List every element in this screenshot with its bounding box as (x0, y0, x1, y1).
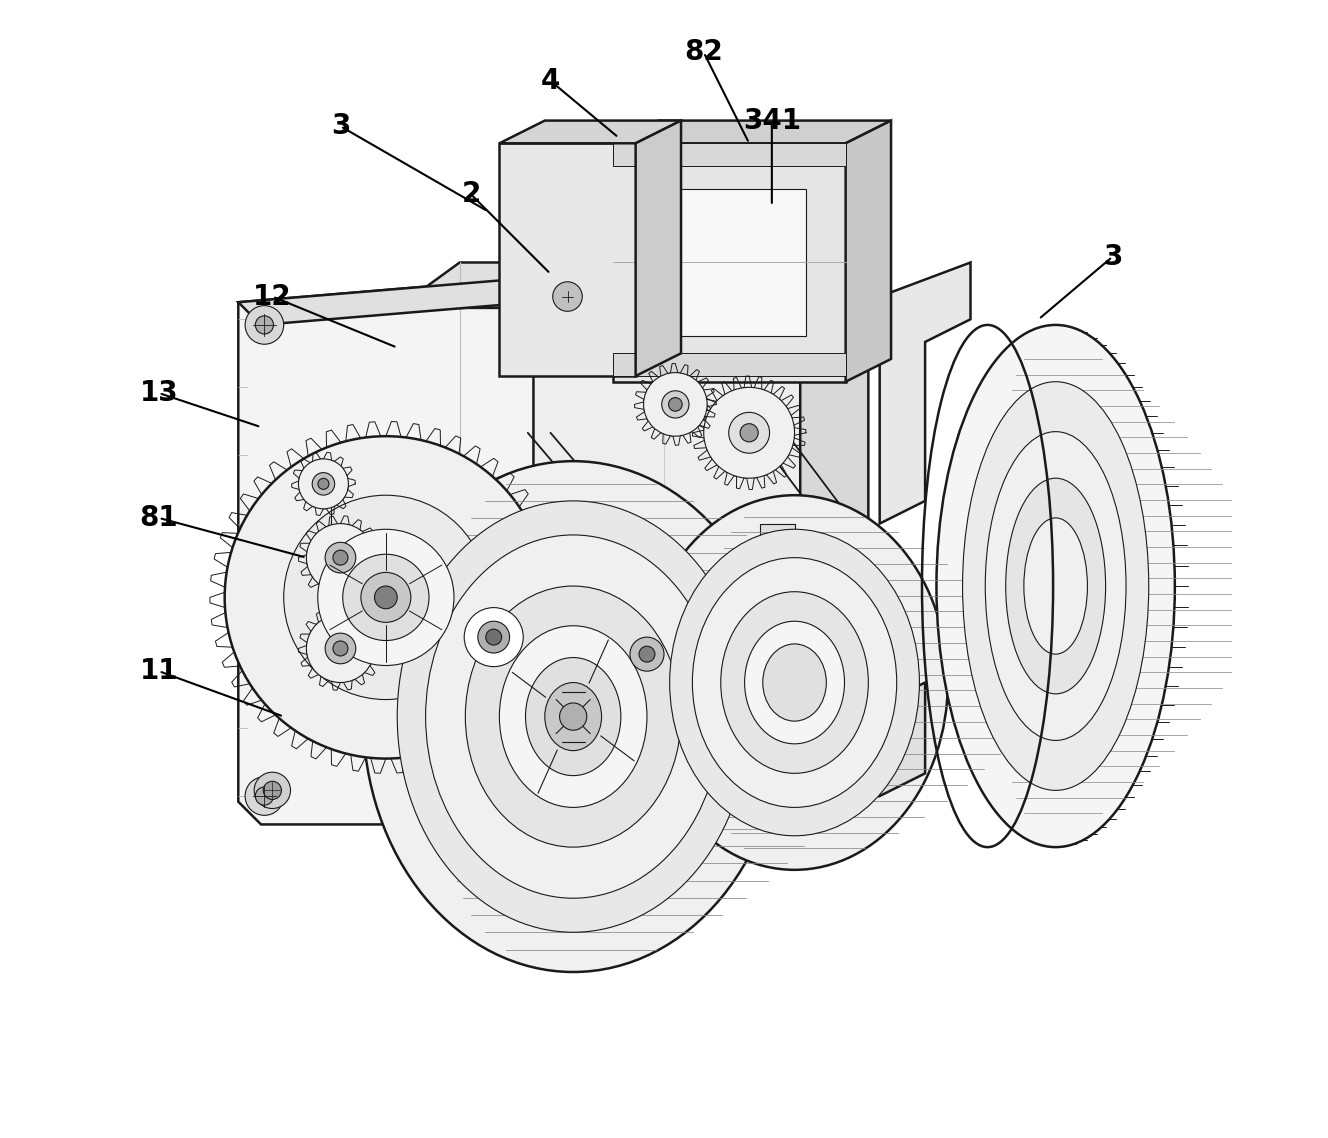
Ellipse shape (745, 621, 845, 744)
Ellipse shape (721, 592, 869, 774)
Circle shape (668, 397, 683, 411)
Circle shape (361, 572, 410, 622)
Circle shape (704, 387, 794, 478)
Polygon shape (636, 121, 681, 376)
Circle shape (255, 787, 274, 805)
Text: 3: 3 (331, 113, 351, 140)
Text: 4: 4 (540, 67, 560, 94)
Circle shape (552, 282, 582, 312)
Text: 13: 13 (139, 379, 178, 407)
Ellipse shape (544, 683, 602, 751)
Polygon shape (879, 683, 926, 797)
Ellipse shape (762, 644, 826, 721)
Text: 341: 341 (742, 107, 801, 134)
Ellipse shape (397, 501, 749, 932)
Circle shape (465, 608, 523, 667)
Circle shape (661, 390, 689, 418)
Polygon shape (499, 143, 636, 376)
Ellipse shape (1024, 518, 1088, 654)
Text: 3: 3 (1102, 242, 1122, 271)
Polygon shape (879, 263, 971, 523)
Circle shape (255, 316, 274, 335)
Ellipse shape (499, 626, 647, 807)
Ellipse shape (692, 558, 896, 807)
Polygon shape (238, 280, 534, 325)
Circle shape (614, 620, 681, 688)
Polygon shape (614, 143, 846, 381)
Polygon shape (761, 523, 794, 569)
Circle shape (246, 777, 284, 815)
Ellipse shape (1005, 478, 1106, 694)
Circle shape (299, 459, 348, 509)
Text: 82: 82 (684, 39, 724, 66)
Circle shape (325, 543, 356, 572)
Ellipse shape (669, 529, 919, 835)
Polygon shape (846, 121, 891, 381)
Ellipse shape (641, 495, 948, 869)
Text: 11: 11 (139, 657, 178, 685)
Circle shape (325, 633, 356, 663)
Circle shape (629, 637, 664, 671)
Circle shape (317, 529, 454, 666)
Polygon shape (801, 263, 869, 835)
Circle shape (478, 621, 510, 653)
Ellipse shape (936, 325, 1175, 847)
Ellipse shape (363, 461, 784, 972)
Ellipse shape (425, 535, 721, 898)
Polygon shape (397, 308, 801, 835)
Polygon shape (614, 143, 846, 166)
Circle shape (639, 646, 655, 662)
Polygon shape (652, 189, 806, 337)
Circle shape (284, 495, 489, 700)
Circle shape (246, 306, 284, 344)
Circle shape (307, 523, 374, 592)
Text: 2: 2 (461, 181, 481, 208)
Polygon shape (499, 121, 681, 143)
Ellipse shape (526, 658, 622, 776)
Ellipse shape (465, 586, 681, 847)
Polygon shape (614, 121, 891, 143)
Circle shape (559, 703, 587, 731)
Circle shape (317, 478, 329, 489)
Polygon shape (238, 280, 534, 824)
Circle shape (333, 641, 348, 655)
Circle shape (343, 554, 429, 641)
Circle shape (254, 773, 291, 808)
Circle shape (446, 589, 542, 685)
Ellipse shape (985, 431, 1126, 741)
Circle shape (224, 436, 547, 759)
Circle shape (729, 412, 769, 453)
Circle shape (644, 372, 706, 436)
Circle shape (486, 629, 502, 645)
Circle shape (263, 782, 282, 800)
Circle shape (312, 472, 335, 495)
Polygon shape (614, 353, 846, 376)
Text: 81: 81 (139, 504, 178, 531)
Polygon shape (397, 263, 869, 308)
Circle shape (333, 550, 348, 566)
Circle shape (374, 586, 397, 609)
Text: 12: 12 (254, 282, 292, 311)
Circle shape (592, 600, 701, 709)
Polygon shape (397, 785, 869, 835)
Circle shape (420, 563, 567, 711)
Circle shape (740, 423, 758, 442)
Circle shape (307, 615, 374, 683)
Ellipse shape (963, 381, 1149, 791)
